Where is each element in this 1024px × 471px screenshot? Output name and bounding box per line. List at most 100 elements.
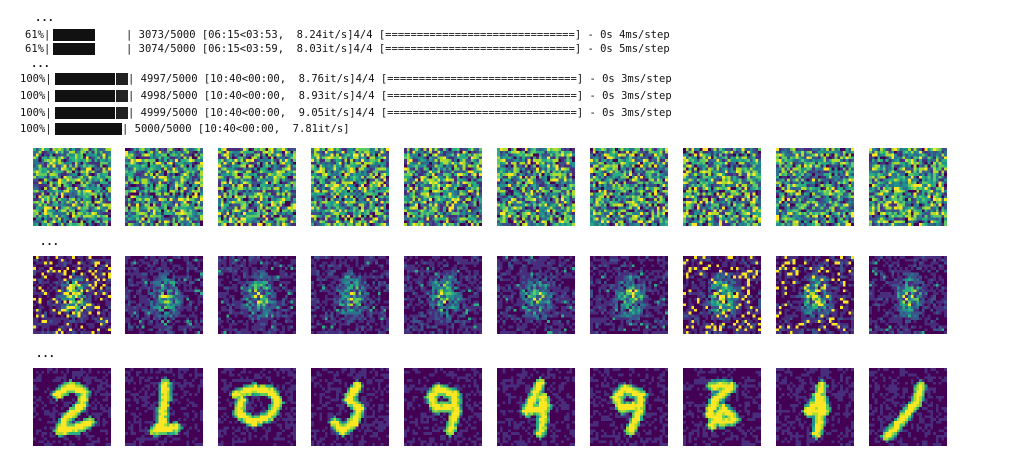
generated-image: [683, 368, 761, 446]
image-pixels: [33, 256, 111, 334]
generated-image: [776, 368, 854, 446]
image-pixels: [243, 272, 277, 321]
image-pixels: [885, 384, 922, 438]
image-pixels: [415, 267, 480, 329]
image-pixels: [522, 376, 553, 438]
image-pixels: [524, 379, 550, 438]
image-pixels: [615, 275, 646, 321]
progress-percent: 100%|: [20, 90, 52, 102]
image-pixels: [218, 148, 296, 226]
image-pixels: [896, 278, 920, 312]
image-pixels: [776, 148, 854, 226]
generated-image: [404, 256, 482, 334]
image-pixels: [152, 278, 181, 318]
image-pixels: [524, 286, 553, 309]
image-pixels: [311, 148, 389, 226]
image-pixels: [33, 368, 111, 446]
image-pixels: [612, 384, 646, 435]
image-pixels: [338, 278, 364, 315]
image-pixels: [609, 384, 646, 435]
image-pixels: [705, 381, 736, 430]
image-pixels: [806, 300, 827, 307]
generated-image: [776, 148, 854, 226]
image-pixels: [896, 432, 900, 435]
generated-image: [869, 256, 947, 334]
image-pixels: [330, 398, 364, 438]
image-pixels: [33, 148, 111, 226]
image-pixels: [776, 256, 854, 334]
image-pixels: [150, 275, 181, 318]
image-pixels: [527, 289, 542, 312]
image-pixels: [164, 295, 170, 304]
progress-bar: [55, 123, 122, 135]
generated-image: [683, 148, 761, 226]
generated-image: [33, 148, 111, 226]
image-pixels: [437, 283, 449, 301]
image-pixels: [710, 281, 734, 309]
image-pixels: [234, 381, 285, 427]
generated-image: [125, 148, 203, 226]
image-pixels: [803, 384, 832, 427]
progress-percent: 61%|: [25, 43, 50, 55]
image-pixels: [254, 292, 263, 304]
image-pixels: [497, 368, 575, 446]
progress-stats: | 4999/5000 [10:40<00:00, 9.05it/s]4/4 […: [128, 107, 672, 119]
progress-bar-partial: [116, 107, 128, 119]
generated-image: [311, 256, 389, 334]
progress-stats: | 3073/5000 [06:15<03:53, 8.24it/s]4/4 […: [126, 29, 670, 41]
image-pixels: [125, 148, 201, 226]
generated-image: [497, 368, 575, 446]
image-pixels: [218, 148, 296, 224]
image-pixels: [497, 148, 575, 226]
generated-image: [590, 256, 668, 334]
image-pixels: [708, 272, 739, 321]
image-pixels: [885, 379, 928, 441]
generated-image: [218, 256, 296, 334]
image-pixels: [882, 381, 925, 441]
image-pixels: [683, 148, 761, 226]
image-pixels: [350, 292, 353, 301]
image-pixels: [311, 148, 389, 226]
generated-image: [404, 148, 482, 226]
image-pixels: [404, 148, 482, 226]
progress-bar: [55, 90, 115, 102]
progress-bar: [55, 107, 115, 119]
image-pixels: [497, 148, 573, 226]
progress-stats: | 5000/5000 [10:40<00:00, 7.81it/s]: [122, 123, 350, 135]
image-pixels: [705, 379, 742, 427]
image-pixels: [440, 292, 446, 304]
image-pixels: [125, 148, 203, 226]
image-pixels: [404, 368, 482, 446]
image-pixels: [590, 148, 668, 226]
image-pixels: [152, 384, 184, 438]
image-pixels: [896, 272, 928, 318]
generated-image: [683, 256, 761, 334]
generated-image: [404, 368, 482, 446]
image-pixels: [902, 295, 914, 307]
image-pixels: [347, 286, 362, 307]
generated-image: [590, 148, 668, 226]
image-pixels: [218, 148, 296, 226]
generated-image: [218, 368, 296, 446]
image-pixels: [683, 368, 761, 446]
image-pixels: [801, 275, 832, 318]
progress-percent: 100%|: [20, 107, 52, 119]
progress-percent: 100%|: [20, 73, 52, 85]
generated-image: [497, 148, 575, 226]
generated-image: [311, 368, 389, 446]
image-pixels: [683, 258, 761, 334]
image-pixels: [311, 148, 389, 226]
image-pixels: [429, 384, 460, 433]
generated-image: [869, 148, 947, 226]
generated-image: [776, 256, 854, 334]
ellipsis: ...: [36, 348, 55, 360]
image-pixels: [311, 150, 389, 226]
image-pixels: [152, 381, 178, 433]
image-pixels: [869, 148, 947, 226]
image-pixels: [426, 384, 460, 435]
image-pixels: [426, 384, 463, 435]
progress-bar: [53, 43, 95, 55]
image-pixels: [497, 148, 575, 226]
image-pixels: [58, 272, 89, 318]
